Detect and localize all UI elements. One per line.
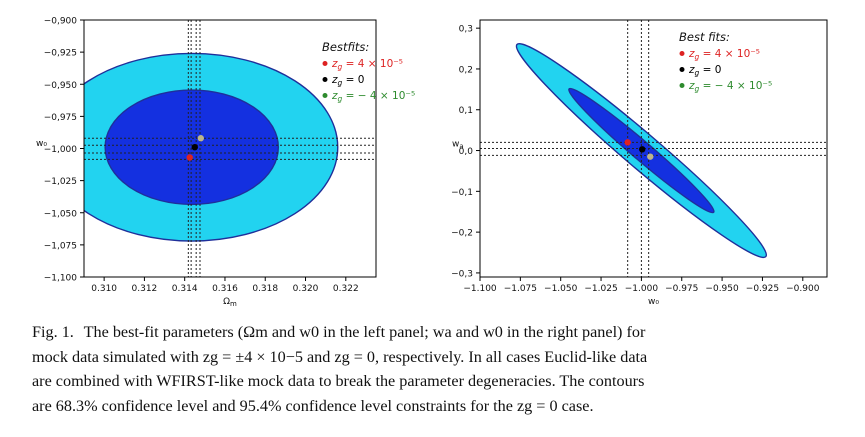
bestfit-point xyxy=(197,135,204,142)
caption-label: Fig. 1. xyxy=(32,323,74,341)
y-tick-label: 0,0 xyxy=(459,147,474,157)
legend-entry-label: zg = 4 × 10⁻⁵ xyxy=(688,48,760,62)
bestfit-point xyxy=(639,146,646,153)
x-tick-label: 0.322 xyxy=(333,284,359,294)
x-tick-label: 0.310 xyxy=(91,284,117,294)
x-tick-label: −0.900 xyxy=(786,284,820,294)
x-tick-label: 0.316 xyxy=(212,284,238,294)
x-tick-label: 0.312 xyxy=(132,284,158,294)
x-tick-label: −1.050 xyxy=(544,284,578,294)
y-tick-label: −0,2 xyxy=(451,229,473,239)
y-tick-label: 0,2 xyxy=(459,65,473,75)
y-tick-label: −1,050 xyxy=(44,209,78,219)
x-axis-label: w₀ xyxy=(648,297,659,307)
legend-entry-label: zg = 0 xyxy=(688,64,721,78)
y-axis-label: w₀ xyxy=(36,139,47,149)
legend-title: Bestfits: xyxy=(322,40,369,54)
legend-entry-label: zg = 0 xyxy=(331,74,364,88)
x-tick-label: 0.314 xyxy=(172,284,198,294)
caption-line-4: are 68.3% confidence level and 95.4% con… xyxy=(32,396,594,415)
x-tick-label: −1.100 xyxy=(463,284,497,294)
y-tick-label: −1,075 xyxy=(44,241,77,251)
legend-marker xyxy=(679,83,685,88)
bestfit-point xyxy=(186,154,193,161)
legend-entry-label: zg = 4 × 10⁻⁵ xyxy=(331,58,403,72)
y-tick-label: 0,3 xyxy=(459,25,473,35)
caption-line-2: mock data simulated with zg = ±4 × 10−5 … xyxy=(32,347,648,366)
legend: Best fits: zg = 4 × 10⁻⁵ zg = 0 zg = − 4 × … xyxy=(679,30,772,94)
plot-frame xyxy=(479,19,828,278)
bestfit-point xyxy=(191,144,198,151)
legend: Bestfits: zg = 4 × 10⁻⁵ zg = 0 zg = − 4 × 1… xyxy=(322,40,415,104)
y-tick-label: −0,925 xyxy=(44,49,77,59)
y-tick-label: −0,1 xyxy=(451,188,473,198)
y-tick-label: −0,3 xyxy=(451,269,473,279)
x-tick-label: −1.075 xyxy=(504,284,537,294)
y-tick-label: −1,100 xyxy=(44,274,78,284)
y-tick-label: −1,000 xyxy=(44,145,78,155)
bestfit-point xyxy=(647,153,654,160)
x-tick-label: −0.975 xyxy=(665,284,698,294)
x-tick-label: −0.950 xyxy=(705,284,739,294)
y-tick-label: −0,900 xyxy=(44,17,78,27)
legend-marker xyxy=(679,51,685,56)
legend-entry-label: zg = − 4 × 10⁻⁵ xyxy=(331,90,415,104)
y-tick-label: 0,1 xyxy=(459,106,473,116)
right-panel: −1.100 −1.075 −1.050 −1.025 −1.000 −0.975 −0.9… xyxy=(451,19,828,307)
x-tick-label: 0.320 xyxy=(293,284,319,294)
figure-caption: Fig. 1. The best-fit parameters (Ωm and … xyxy=(32,320,832,418)
plot-area xyxy=(84,20,376,277)
x-tick-label: 0.318 xyxy=(252,284,278,294)
y-tick-label: −0,950 xyxy=(44,81,78,91)
x-tick-label: −1.000 xyxy=(625,284,659,294)
caption-line-1: Fig. 1. The best-fit parameters (Ωm and … xyxy=(32,320,832,345)
legend-marker xyxy=(322,77,328,82)
left-panel: 0.310 0.312 0.314 0.316 0.318 0.320 0.322 −0,90… xyxy=(36,17,415,309)
x-tick-label: −0.925 xyxy=(746,284,779,294)
figure-charts: 0.310 0.312 0.314 0.316 0.318 0.320 0.322 −0,90… xyxy=(36,17,828,309)
legend-marker xyxy=(679,67,685,72)
caption-text-1: The best-fit parameters (Ωm and w0 in th… xyxy=(83,323,646,341)
legend-title: Best fits: xyxy=(679,30,730,44)
legend-marker xyxy=(322,61,328,66)
caption-line-3: are combined with WFIRST-like mock data … xyxy=(32,372,645,390)
y-axis-label: wa xyxy=(452,139,464,150)
x-tick-label: −1.025 xyxy=(584,284,617,294)
legend-entry-label: zg = − 4 × 10⁻⁵ xyxy=(688,80,772,94)
plot-area xyxy=(480,20,827,277)
x-axis-label: Ωm xyxy=(223,297,237,308)
y-tick-label: −0,975 xyxy=(44,113,77,123)
bestfit-point xyxy=(624,139,631,146)
legend-marker xyxy=(322,93,328,98)
y-tick-label: −1,025 xyxy=(44,177,77,187)
